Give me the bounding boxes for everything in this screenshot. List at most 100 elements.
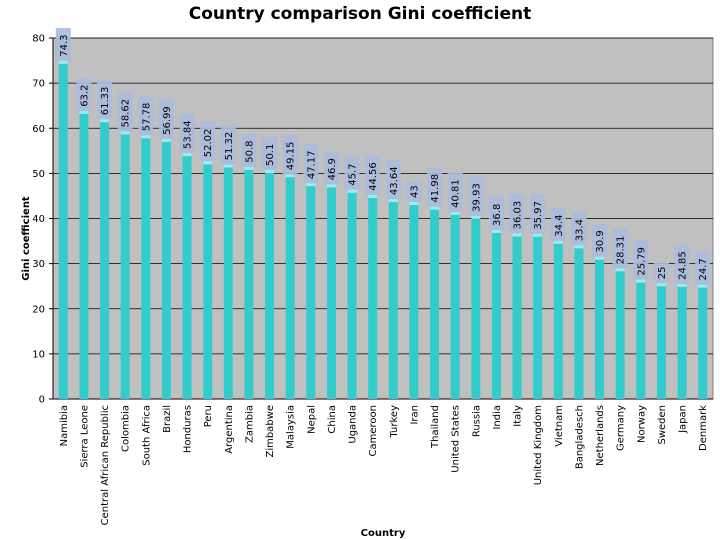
x-tick-label: Sweden [657, 405, 668, 445]
data-label: 74.3 [59, 34, 70, 56]
y-tick-label: 0 [39, 395, 45, 406]
data-label-box [488, 197, 504, 230]
data-label-box [633, 240, 649, 280]
x-tick-label: China [327, 405, 338, 434]
data-label: 36.8 [492, 204, 503, 226]
bar [326, 187, 336, 399]
y-tick-label: 80 [32, 34, 45, 45]
bar [347, 192, 357, 399]
y-tick-label: 30 [32, 259, 45, 270]
data-label: 44.56 [368, 162, 379, 191]
data-label-box [365, 155, 381, 195]
data-label: 24.85 [678, 251, 689, 280]
x-tick-label: Peru [203, 405, 214, 427]
data-label: 57.78 [141, 103, 152, 132]
bar [244, 169, 254, 399]
data-label: 25.79 [636, 247, 647, 276]
bar [512, 236, 522, 399]
x-tick-label: United Kingdom [533, 405, 544, 485]
x-tick-label: Vietnam [554, 405, 565, 447]
data-label-box [282, 135, 298, 175]
data-label: 36.03 [513, 201, 524, 230]
bar [491, 232, 501, 399]
data-label-box [179, 114, 195, 154]
bar [471, 218, 481, 399]
bar [553, 243, 563, 399]
bar-top-cap [677, 283, 687, 287]
data-label: 46.9 [327, 158, 338, 180]
data-label-box [695, 251, 711, 285]
x-tick-label: Italy [513, 405, 524, 427]
bar-top-cap [306, 183, 316, 187]
data-label-box [406, 181, 422, 202]
chart-title: Country comparison Gini coefficient [188, 4, 532, 24]
x-tick-label: Argentina [224, 405, 235, 454]
data-label-box [55, 27, 71, 61]
data-label-box [200, 122, 216, 162]
bar-top-cap [265, 169, 275, 173]
bar-top-cap [285, 174, 295, 178]
data-label-box [550, 207, 566, 241]
bar-top-cap [574, 245, 584, 249]
y-tick-label: 10 [32, 349, 45, 360]
data-label: 61.33 [100, 87, 111, 116]
x-tick-label: Norway [636, 405, 647, 443]
y-tick-label: 50 [32, 169, 45, 180]
bar [182, 156, 192, 399]
data-label-box [571, 212, 587, 246]
x-tick-label: Sierra Leone [79, 405, 90, 468]
data-label-box [612, 229, 628, 269]
data-label-box [117, 92, 133, 132]
bar-top-cap [595, 256, 605, 260]
bar-top-cap [636, 279, 646, 283]
x-tick-label: Honduras [183, 405, 194, 453]
data-label: 25 [657, 266, 668, 279]
bar-top-cap [615, 268, 625, 272]
data-label: 50.8 [244, 140, 255, 162]
bar-top-cap [430, 206, 440, 210]
bar-top-cap [698, 284, 708, 288]
y-tick-label: 20 [32, 304, 45, 315]
data-label: 34.4 [554, 215, 565, 237]
bar-top-cap [656, 283, 666, 287]
data-label-box [674, 244, 690, 284]
bar-top-cap [450, 211, 460, 215]
data-label: 58.62 [121, 99, 132, 128]
data-label-box [241, 133, 257, 167]
x-tick-label: Russia [471, 405, 482, 437]
bar [595, 259, 605, 399]
bar [203, 164, 213, 399]
x-tick-label: Iran [409, 405, 420, 425]
bar-top-cap [120, 131, 130, 135]
bar [265, 172, 275, 399]
data-label: 43 [409, 185, 420, 198]
bar [58, 63, 68, 399]
data-label: 50.1 [265, 144, 276, 166]
x-tick-label: Namibia [59, 405, 70, 446]
data-label-box [509, 194, 525, 234]
y-tick-label: 70 [32, 79, 45, 90]
data-label-box [447, 172, 463, 212]
data-label-box [303, 144, 319, 184]
data-label-box [344, 156, 360, 190]
bar-top-cap [553, 240, 563, 244]
data-label: 30.9 [595, 230, 606, 252]
data-label: 63.2 [79, 85, 90, 107]
data-label: 43.64 [389, 166, 400, 195]
bar-top-cap [326, 184, 336, 188]
bar [141, 138, 151, 399]
bar [285, 177, 295, 399]
data-label: 56.99 [162, 106, 173, 135]
bar-top-cap [79, 110, 89, 114]
data-label: 41.98 [430, 174, 441, 203]
x-tick-label: Central African Republic [100, 405, 111, 525]
data-label: 24.7 [698, 258, 709, 280]
x-tick-label: India [492, 405, 503, 430]
x-tick-label: Thailand [430, 405, 441, 449]
bar-top-cap [388, 199, 398, 203]
x-tick-label: Denmark [698, 405, 709, 451]
bar [430, 209, 440, 399]
data-label: 28.31 [616, 236, 627, 265]
x-tick-label: Cameroon [368, 405, 379, 456]
